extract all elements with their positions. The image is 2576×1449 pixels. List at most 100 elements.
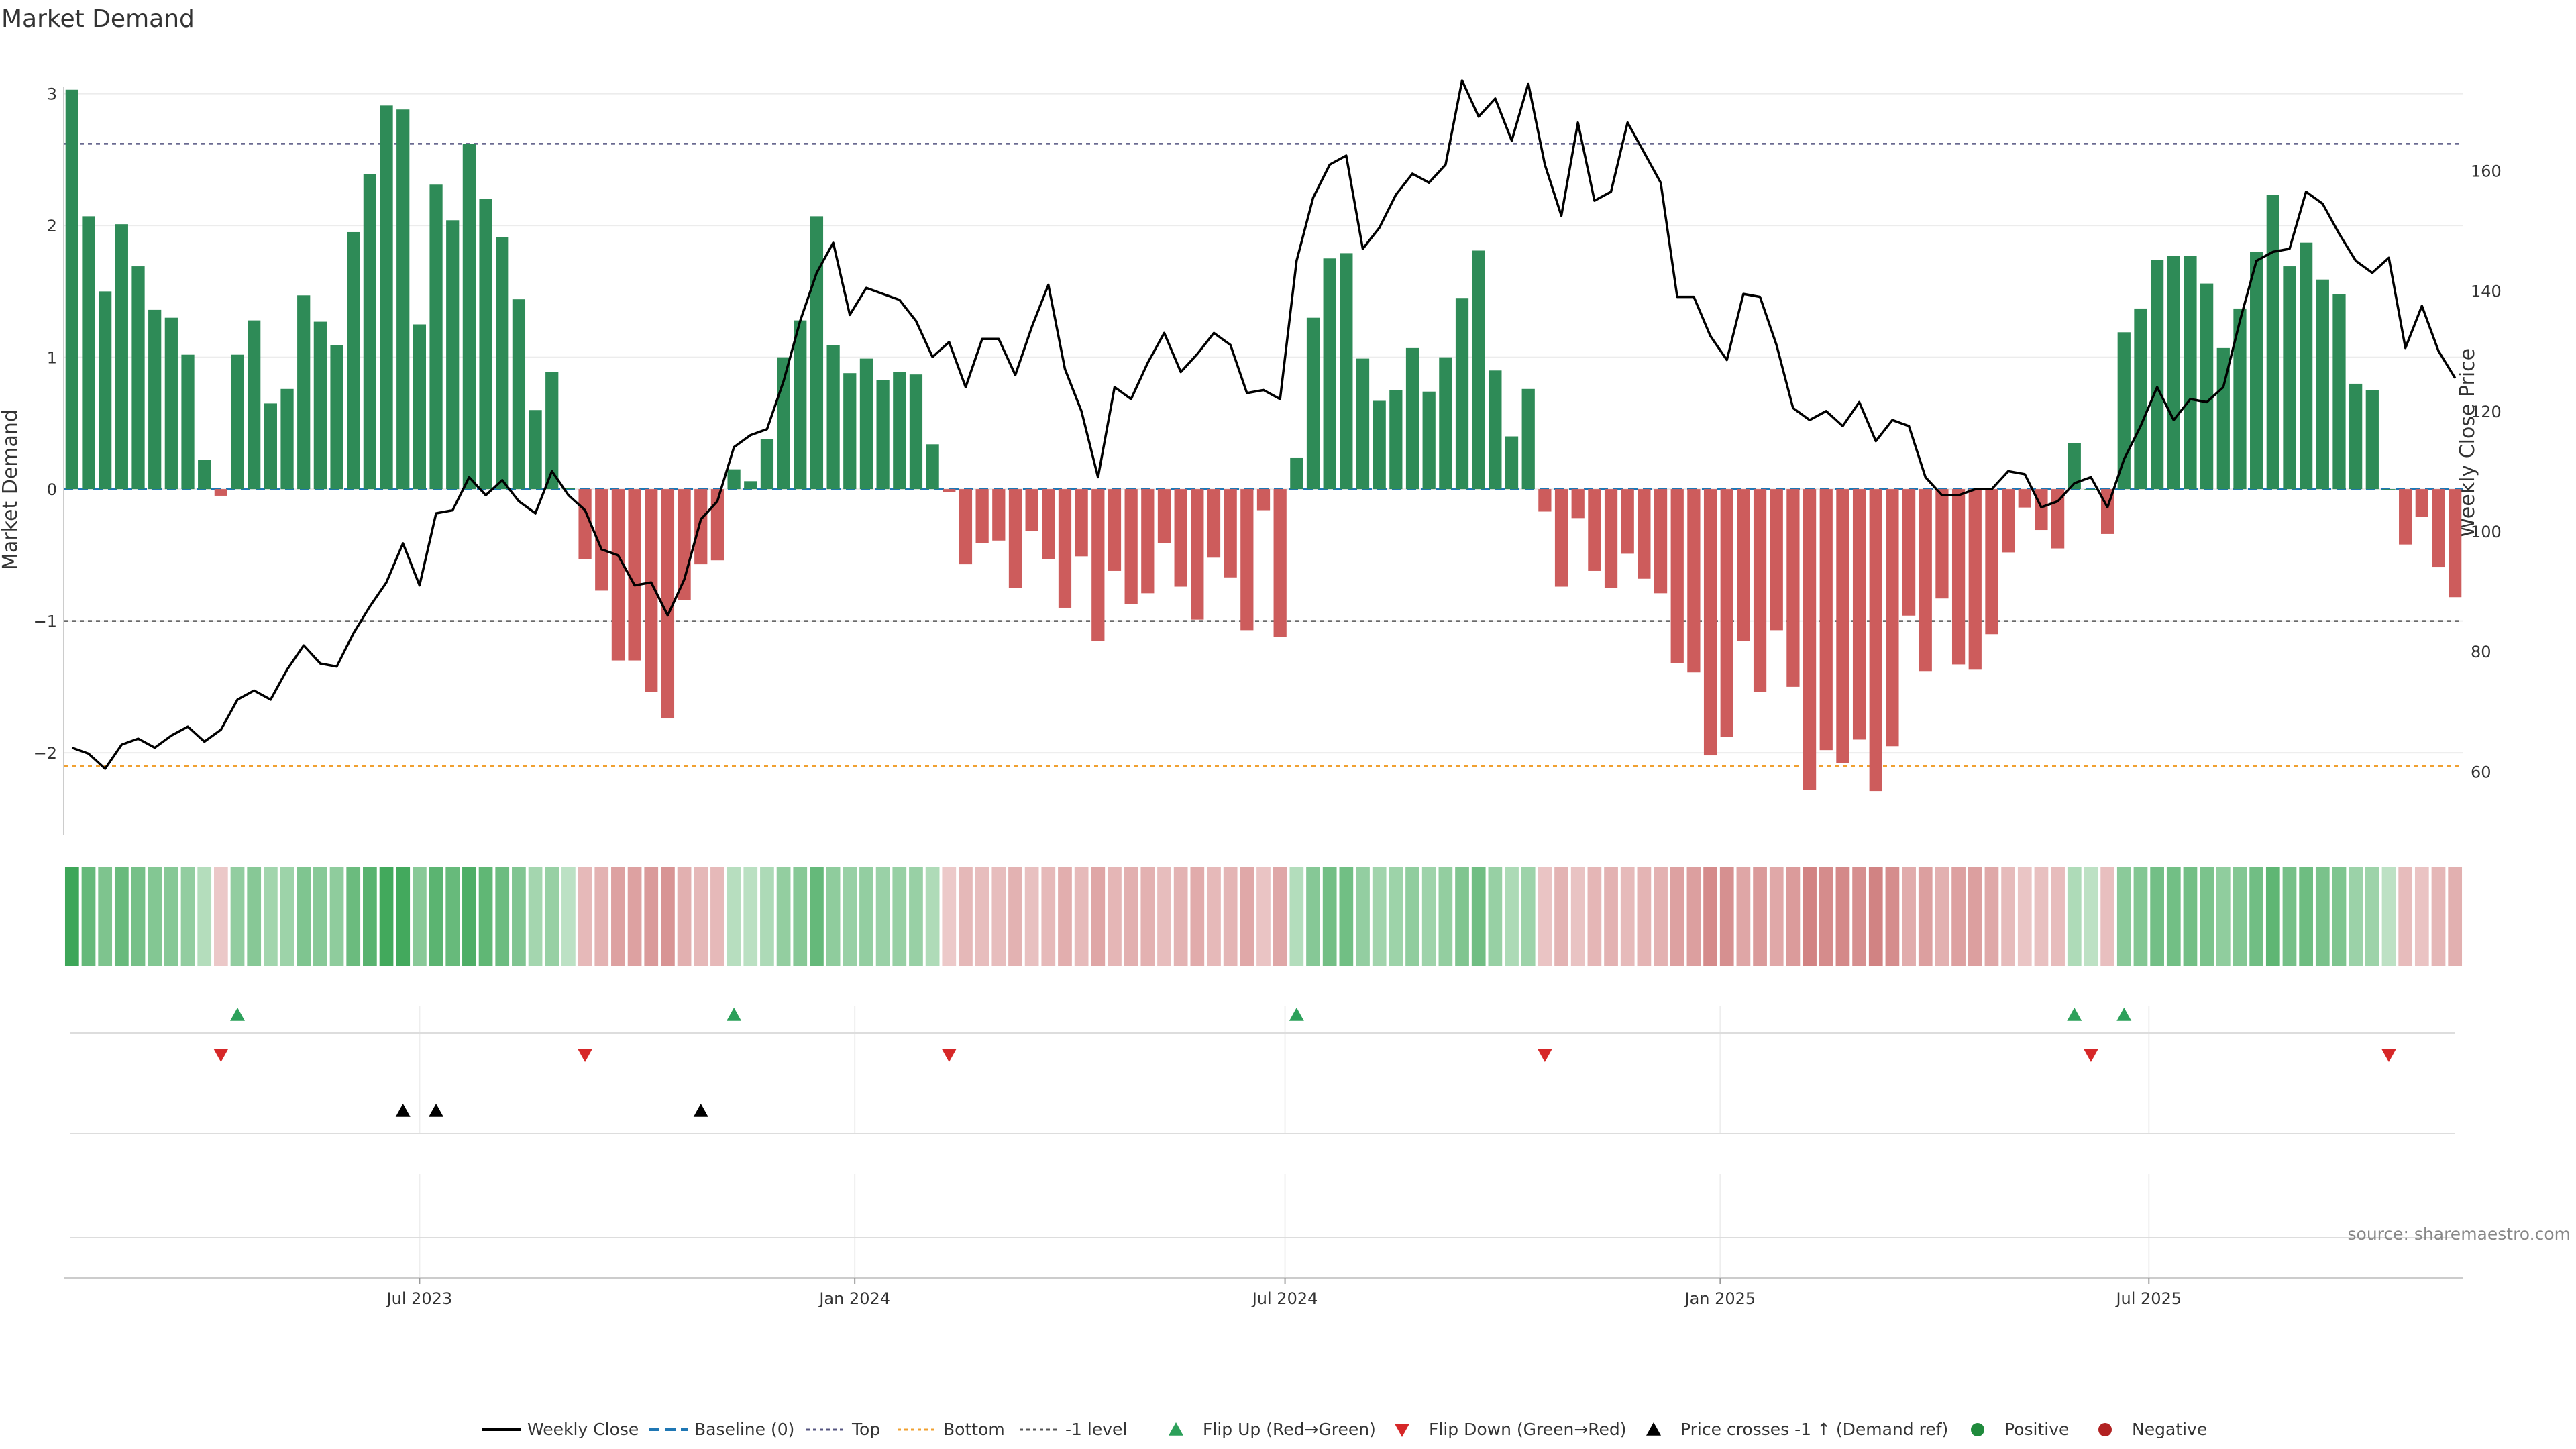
heat-cell	[1306, 867, 1320, 966]
demand-heat-strip	[64, 867, 2463, 966]
heat-cell	[280, 867, 294, 966]
demand-bar	[628, 489, 641, 661]
heat-cell	[1554, 867, 1568, 966]
heat-cell	[776, 867, 791, 966]
y-left-tick-label: 2	[47, 217, 57, 235]
heat-cell	[1951, 867, 1966, 966]
heat-cell	[462, 867, 476, 966]
demand-bar	[1489, 370, 1502, 490]
demand-bar	[1919, 489, 1932, 672]
demand-bar	[1091, 489, 1105, 641]
y-right-tick-label: 60	[2471, 763, 2491, 782]
demand-bar	[198, 460, 211, 490]
demand-bar	[578, 489, 592, 559]
heat-cell	[611, 867, 625, 966]
demand-bar	[1604, 489, 1618, 588]
demand-bar	[396, 109, 410, 490]
heat-cell	[1902, 867, 1916, 966]
demand-bar	[65, 89, 78, 490]
heat-cell	[114, 867, 129, 966]
grid-lines	[64, 93, 2463, 1278]
demand-bar	[2316, 279, 2329, 490]
demand-bar	[710, 489, 724, 561]
demand-bar	[2216, 347, 2230, 490]
demand-bar	[1240, 489, 1254, 631]
heat-cell	[1058, 867, 1072, 966]
demand-bar	[1472, 250, 1485, 490]
heat-cell	[2265, 867, 2280, 966]
heat-cell	[1405, 867, 1419, 966]
heat-cell	[1074, 867, 1089, 966]
heat-cell	[1256, 867, 1271, 966]
heat-cell	[743, 867, 758, 966]
heat-cell	[1091, 867, 1106, 966]
heat-cell	[925, 867, 940, 966]
demand-bar	[512, 299, 526, 490]
heat-cell	[1885, 867, 1900, 966]
heat-cell	[2381, 867, 2396, 966]
demand-bar	[1340, 253, 1353, 490]
demand-bar	[760, 439, 774, 490]
heat-cell	[2100, 867, 2114, 966]
flip-up-marker	[2116, 1008, 2132, 1021]
demand-bar	[1554, 489, 1568, 587]
demand-bar	[826, 345, 840, 490]
demand-bar	[2349, 383, 2363, 490]
x-tick-label: Jul 2024	[1251, 1289, 1318, 1308]
demand-bar	[943, 489, 956, 492]
demand-bar	[645, 489, 658, 692]
weekly-close-line	[71, 79, 2457, 770]
heat-cell	[2067, 867, 2082, 966]
heat-cell	[545, 867, 559, 966]
demand-bar	[2184, 256, 2197, 490]
heat-cell	[264, 867, 278, 966]
demand-bar	[1505, 436, 1519, 490]
demand-bar	[2399, 489, 2412, 545]
heat-cell	[329, 867, 344, 966]
demand-bar	[1687, 489, 1701, 673]
demand-bar	[82, 216, 95, 490]
demand-bar	[1323, 258, 1336, 490]
heat-cell	[2216, 867, 2231, 966]
heat-cell	[1223, 867, 1238, 966]
legend-label: Top	[851, 1419, 880, 1439]
heat-cell	[1289, 867, 1304, 966]
heat-cell	[2349, 867, 2363, 966]
heat-cell	[1736, 867, 1751, 966]
flip-up-marker	[2067, 1008, 2082, 1021]
demand-bar	[496, 237, 509, 490]
demand-bar	[2134, 308, 2147, 490]
demand-bar	[2283, 266, 2296, 490]
heat-cell	[1538, 867, 1552, 966]
heat-cell	[1654, 867, 1668, 966]
heat-cell	[677, 867, 692, 966]
demand-bar	[2035, 489, 2048, 531]
heat-cell	[478, 867, 493, 966]
heat-cell	[363, 867, 377, 966]
flip-down-marker	[1537, 1049, 1552, 1062]
heat-cell	[1637, 867, 1652, 966]
y-left-tick-label: −2	[34, 744, 57, 763]
y-left-tick-label: 3	[47, 85, 57, 104]
demand-bar	[429, 184, 443, 490]
heat-cell	[594, 867, 609, 966]
demand-bar	[347, 231, 360, 490]
y-right-tick-label: 160	[2471, 162, 2502, 180]
demand-bar	[2200, 283, 2214, 490]
x-tick-label: Jan 2024	[818, 1289, 890, 1308]
heat-cell	[1108, 867, 1122, 966]
demand-bar	[529, 410, 542, 490]
legend-swatch	[1971, 1423, 1984, 1436]
heat-cell	[1124, 867, 1138, 966]
heat-cell	[1190, 867, 1205, 966]
x-tick-label: Jan 2025	[1684, 1289, 1756, 1308]
heat-cell	[1339, 867, 1354, 966]
demand-bar	[479, 199, 492, 490]
heat-cell	[297, 867, 311, 966]
heat-cell	[892, 867, 907, 966]
legend-label: Bottom	[943, 1419, 1005, 1439]
heat-cell	[1984, 867, 1999, 966]
heat-cell	[2233, 867, 2247, 966]
y-left-tick-label: −1	[34, 612, 57, 631]
y-right-tick-label: 140	[2471, 282, 2502, 301]
